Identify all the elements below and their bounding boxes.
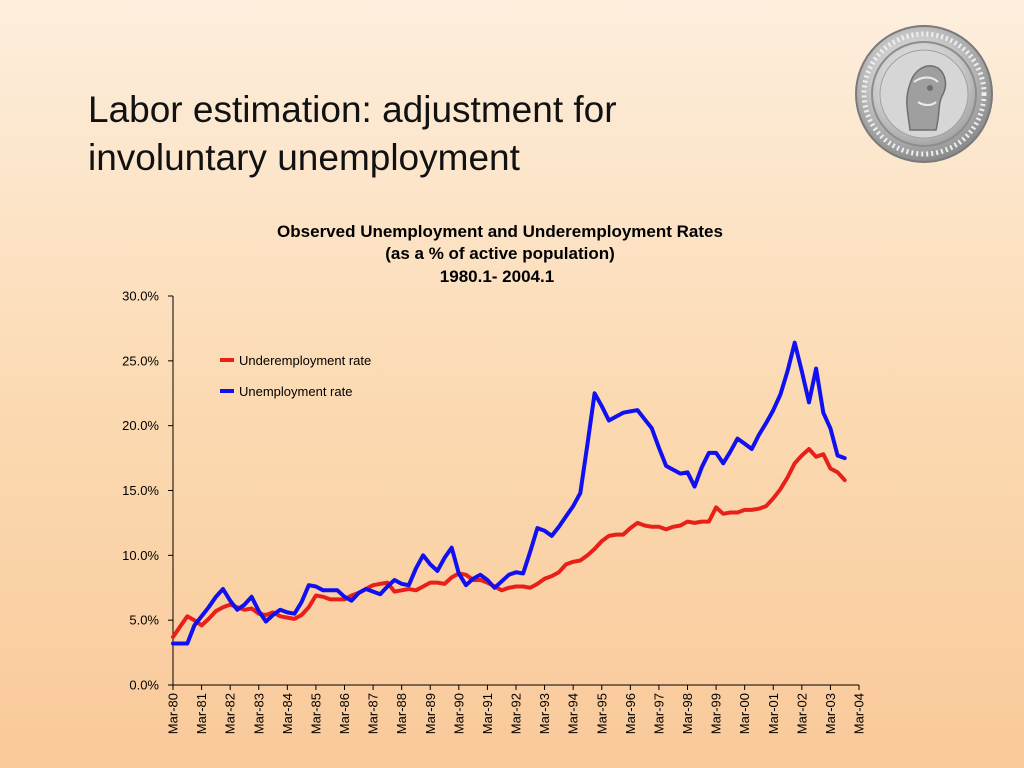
x-tick-label: Mar-94 <box>566 693 581 734</box>
slide-title: Labor estimation: adjustment for involun… <box>88 86 808 182</box>
x-tick-label: Mar-96 <box>623 693 638 734</box>
x-tick-label: Mar-85 <box>308 693 323 734</box>
y-tick-label: 5.0% <box>129 613 159 628</box>
y-tick-label: 20.0% <box>122 418 159 433</box>
x-tick-label: Mar-93 <box>537 693 552 734</box>
x-tick-label: Mar-04 <box>852 693 867 734</box>
legend-label-unemployment: Unemployment rate <box>239 384 352 399</box>
series-lines <box>171 340 847 646</box>
x-tick-label: Mar-87 <box>366 693 381 734</box>
y-axis-ticks: 0.0% 5.0% 10.0% 15.0% 20.0% 25.0% 30.0% <box>122 289 173 693</box>
slide-title-line-1: Labor estimation: adjustment for <box>88 89 617 130</box>
series-line-underemployment-rate <box>171 447 847 639</box>
series-line-unemployment-rate <box>171 340 847 646</box>
y-tick-label: 15.0% <box>122 483 159 498</box>
x-tick-label: Mar-00 <box>737 693 752 734</box>
x-tick-label: Mar-86 <box>337 693 352 734</box>
chart-subtitle-2: 1980.1- 2004.1 <box>440 267 554 286</box>
x-tick-label: Mar-88 <box>394 693 409 734</box>
x-tick-label: Mar-97 <box>651 693 666 734</box>
y-tick-label: 30.0% <box>122 289 159 304</box>
y-tick-label: 25.0% <box>122 353 159 368</box>
x-tick-label: Mar-91 <box>480 693 495 734</box>
x-tick-label: Mar-98 <box>680 693 695 734</box>
x-tick-label: Mar-99 <box>709 693 724 734</box>
y-tick-label: 10.0% <box>122 548 159 563</box>
x-tick-label: Mar-84 <box>280 693 295 734</box>
x-tick-label: Mar-92 <box>509 693 524 734</box>
x-tick-label: Mar-01 <box>766 693 781 734</box>
x-tick-label: Mar-03 <box>823 693 838 734</box>
x-tick-label: Mar-80 <box>166 693 181 734</box>
x-tick-label: Mar-90 <box>451 693 466 734</box>
legend: Underemployment rate Unemployment rate <box>220 353 371 399</box>
x-tick-label: Mar-95 <box>594 693 609 734</box>
chart-title: Observed Unemployment and Underemploymen… <box>277 222 723 241</box>
x-tick-label: Mar-82 <box>223 693 238 734</box>
y-tick-label: 0.0% <box>129 678 159 693</box>
legend-label-underemployment: Underemployment rate <box>239 353 371 368</box>
x-tick-label: Mar-89 <box>423 693 438 734</box>
slide-title-line-2: involuntary unemployment <box>88 137 520 178</box>
x-tick-label: Mar-02 <box>794 693 809 734</box>
x-tick-label: Mar-81 <box>194 693 209 734</box>
coin-seal-logo <box>855 25 993 163</box>
x-tick-label: Mar-83 <box>251 693 266 734</box>
chart-subtitle-1: (as a % of active population) <box>385 244 615 263</box>
x-axis-ticks: Mar-80 Mar-81 Mar-82 Mar-83 Mar-84 Mar-85 Mar-… <box>166 685 867 734</box>
